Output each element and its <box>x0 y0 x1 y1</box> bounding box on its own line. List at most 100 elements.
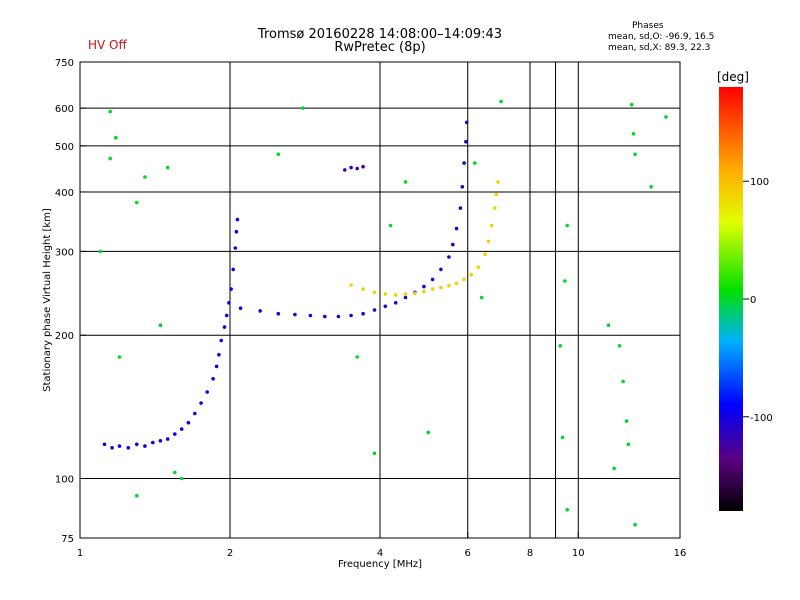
x-tick-label: 1 <box>77 548 83 559</box>
phase-stats-x: mean, sd,X: 89.3, 22.3 <box>608 43 711 53</box>
y-tick-label: 300 <box>55 247 74 258</box>
data-point <box>439 267 443 272</box>
data-point <box>173 432 177 436</box>
x-tick-label: 6 <box>465 548 471 559</box>
data-point <box>483 252 487 256</box>
data-point <box>464 139 468 144</box>
data-point <box>489 223 494 228</box>
data-point <box>372 290 377 295</box>
data-point <box>565 223 569 228</box>
data-point <box>430 277 435 282</box>
data-point <box>98 249 103 254</box>
data-point <box>447 284 451 288</box>
x-tick-label: 2 <box>227 548 233 559</box>
data-point <box>158 439 163 443</box>
data-point <box>231 267 235 272</box>
data-point <box>633 152 637 157</box>
data-point <box>199 401 203 405</box>
data-point <box>617 344 622 348</box>
data-point <box>606 323 611 328</box>
data-point <box>447 255 451 259</box>
data-point <box>403 295 408 300</box>
data-point <box>276 152 281 157</box>
data-point <box>343 168 347 172</box>
data-point <box>301 106 305 110</box>
data-point <box>135 494 139 498</box>
data-point <box>349 313 353 318</box>
data-point <box>649 185 653 189</box>
data-point <box>473 161 477 165</box>
data-point <box>469 272 474 277</box>
colorbar-tick-label: -100 <box>750 413 773 424</box>
data-point <box>393 301 398 305</box>
data-point <box>439 285 443 290</box>
data-point <box>426 430 431 435</box>
data-point <box>403 180 408 184</box>
data-point <box>219 338 223 343</box>
data-point <box>629 102 634 107</box>
data-point <box>626 442 631 447</box>
data-point <box>308 313 313 318</box>
colorbar <box>719 87 743 511</box>
data-point <box>631 132 636 136</box>
data-point <box>179 427 184 431</box>
colorbar-label: [deg] <box>717 70 749 84</box>
data-point <box>336 314 341 319</box>
data-point <box>143 444 147 448</box>
data-point <box>355 355 360 359</box>
data-point <box>165 165 170 170</box>
data-point <box>361 287 365 291</box>
data-point <box>462 161 466 165</box>
y-axis-label: Stationary phase Virtual Height [km] <box>42 208 53 392</box>
data-point <box>117 444 122 448</box>
data-point <box>117 355 122 359</box>
data-point <box>430 287 435 291</box>
data-point <box>349 165 353 170</box>
data-point <box>383 292 388 296</box>
data-point <box>151 440 155 445</box>
data-point <box>233 246 238 250</box>
data-point <box>222 325 227 329</box>
data-point <box>422 284 426 289</box>
data-point <box>460 185 465 189</box>
data-point <box>293 312 297 317</box>
data-point <box>458 206 463 210</box>
x-axis-label: Frequency [MHz] <box>338 559 422 570</box>
data-point <box>560 435 565 440</box>
x-tick-label: 10 <box>572 548 585 559</box>
data-point <box>238 306 243 311</box>
data-point <box>664 115 668 119</box>
x-tick-label: 8 <box>527 548 533 559</box>
data-point <box>496 180 500 184</box>
data-point <box>173 470 177 475</box>
data-point <box>217 352 221 357</box>
data-point <box>372 308 377 312</box>
data-point <box>361 311 365 316</box>
y-tick-label: 200 <box>55 331 74 342</box>
data-point <box>108 156 112 161</box>
data-point <box>372 451 377 456</box>
data-point <box>211 377 215 381</box>
data-point <box>258 309 263 313</box>
data-point <box>499 99 503 104</box>
data-point <box>165 437 170 441</box>
data-point <box>624 419 629 423</box>
y-tick-label: 400 <box>55 188 74 199</box>
data-point <box>565 507 569 512</box>
x-tick-label: 4 <box>377 548 383 559</box>
data-point <box>563 279 567 283</box>
data-point <box>464 120 469 125</box>
y-tick-label: 750 <box>55 58 74 69</box>
data-point <box>486 239 491 244</box>
data-point <box>229 287 233 291</box>
data-point <box>494 192 499 197</box>
y-tick-label: 600 <box>55 104 74 115</box>
data-point <box>135 442 139 447</box>
data-point <box>102 442 107 447</box>
data-point <box>186 420 191 425</box>
colorbar-tick-label: 0 <box>750 295 756 306</box>
data-point <box>355 166 360 171</box>
data-point <box>621 379 625 384</box>
data-point <box>214 364 219 369</box>
data-point <box>454 226 459 231</box>
